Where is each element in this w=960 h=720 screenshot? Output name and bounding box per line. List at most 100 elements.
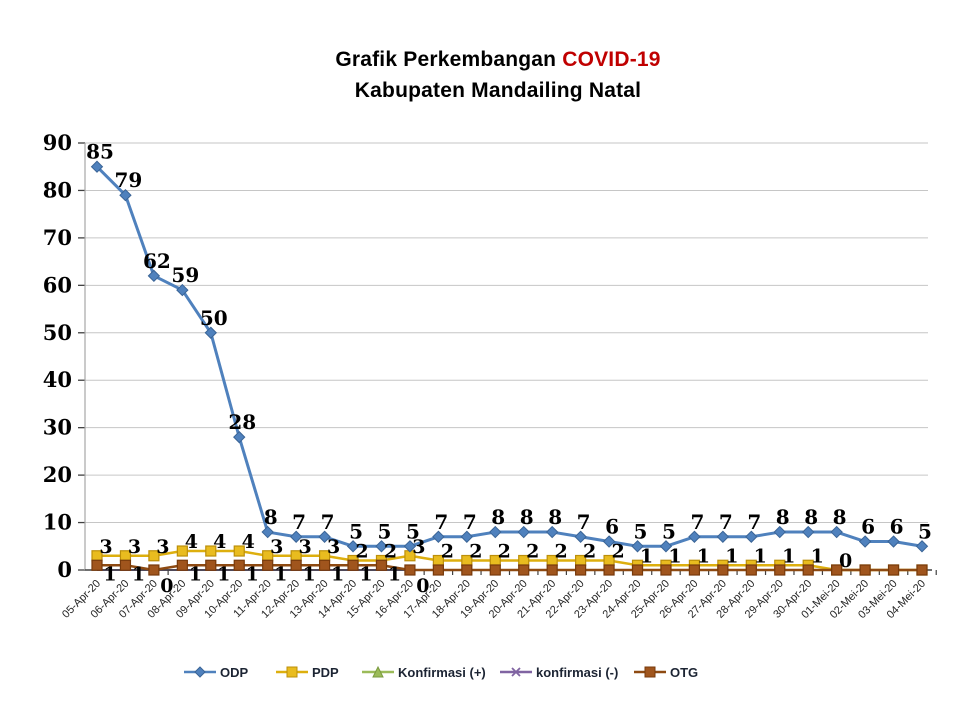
- legend-label: PDP: [312, 664, 339, 680]
- otg-marker: [489, 564, 501, 576]
- chart-title-line2: Kabupaten Mandailing Natal: [354, 79, 642, 102]
- odp-marker: [233, 430, 246, 444]
- data-label-otg: 1: [189, 563, 202, 585]
- data-label-pdp: 1: [811, 545, 824, 567]
- data-label-odp: 50: [200, 306, 228, 330]
- square-legend-marker-icon: [634, 666, 666, 678]
- otg-marker: [262, 559, 274, 571]
- otg-marker: [717, 564, 729, 576]
- data-label-otg: 1: [274, 563, 287, 585]
- otg-marker: [290, 559, 302, 571]
- otg-marker: [802, 564, 814, 576]
- otg-marker: [91, 559, 103, 571]
- data-label-pdp: 1: [640, 545, 653, 567]
- data-label-pdp: 3: [270, 536, 283, 558]
- y-axis-label: 30: [43, 415, 72, 440]
- data-label-odp: 7: [434, 510, 448, 534]
- data-label-odp: 5: [406, 519, 420, 543]
- legend-item-pdp: PDP: [275, 662, 339, 682]
- odp-marker: [517, 525, 530, 539]
- data-label-otg: 1: [103, 563, 116, 585]
- data-label-odp: 7: [292, 510, 306, 534]
- data-label-odp: 8: [548, 505, 562, 529]
- pdp-marker: [233, 545, 245, 557]
- data-label-pdp: 1: [754, 545, 767, 567]
- data-label-odp: 5: [634, 519, 648, 543]
- odp-marker: [545, 525, 559, 539]
- chart-title-line1: Grafik Perkembangan COVID-19: [18, 44, 960, 75]
- odp-marker: [460, 530, 474, 543]
- series-line-odp: [95, 165, 923, 548]
- data-label-pdp: 4: [213, 531, 226, 553]
- data-label-odp: 6: [890, 515, 904, 539]
- y-axis-label: 40: [43, 367, 72, 392]
- data-label-pdp: 3: [128, 536, 141, 558]
- otg-marker: [631, 564, 644, 576]
- otg-marker: [546, 564, 558, 576]
- data-label-odp: 7: [747, 510, 761, 534]
- data-label-odp: 5: [918, 519, 932, 543]
- data-label-pdp: 2: [526, 541, 539, 563]
- otg-marker: [318, 559, 331, 571]
- otg-marker: [575, 564, 587, 576]
- data-label-otg: 1: [303, 563, 316, 585]
- data-label-odp: 7: [690, 510, 704, 534]
- data-label-odp: 5: [378, 519, 392, 543]
- y-axis-label: 20: [43, 462, 72, 487]
- pdp-marker: [205, 545, 217, 557]
- data-label-odp: 6: [605, 515, 619, 539]
- legend-label: OTG: [670, 664, 699, 680]
- x-legend-marker-icon: [500, 667, 532, 677]
- y-axis-label: 60: [43, 272, 72, 297]
- otg-marker: [831, 564, 843, 576]
- odp-marker: [261, 525, 274, 539]
- legend-item-konfirmasi: Konfirmasi (+): [361, 662, 486, 682]
- data-label-odp: 59: [171, 263, 199, 287]
- data-label-otg: 1: [388, 563, 401, 585]
- legend-item-odp: ODP: [183, 662, 248, 682]
- odp-marker: [204, 326, 217, 339]
- data-label-odp: 7: [463, 510, 477, 534]
- data-label-odp: 62: [143, 249, 171, 273]
- chart-legend: ODP PDP Konfirmasi (+) konfirmasi (-) OTG: [0, 662, 960, 686]
- data-label-pdp: 3: [99, 536, 112, 558]
- otg-marker: [347, 559, 359, 571]
- data-label-pdp: 3: [299, 536, 312, 558]
- pdp-marker: [176, 545, 188, 557]
- data-label-otg: 1: [217, 563, 230, 585]
- otg-marker: [518, 564, 530, 576]
- data-label-otg: 0: [416, 575, 429, 597]
- data-label-pdp: 4: [185, 531, 198, 553]
- data-label-pdp: 2: [441, 541, 454, 563]
- legend-label: ODP: [220, 664, 249, 680]
- y-axis-label: 0: [57, 557, 72, 582]
- data-label-odp: 79: [115, 168, 143, 192]
- data-label-pdp: 3: [156, 536, 169, 558]
- odp-marker: [716, 530, 730, 543]
- odp-marker: [489, 525, 502, 539]
- y-axis-label: 70: [43, 225, 72, 250]
- odp-marker: [887, 535, 900, 548]
- legend-label: konfirmasi (-): [536, 664, 619, 680]
- data-label-odp: 5: [662, 519, 676, 543]
- data-label-odp: 8: [804, 505, 818, 529]
- data-label-pdp: 2: [555, 541, 568, 563]
- y-axis-label: 10: [43, 510, 72, 535]
- data-label-odp: 28: [228, 410, 256, 434]
- data-label-odp: 8: [520, 505, 534, 529]
- odp-marker: [773, 525, 786, 539]
- odp-marker: [745, 530, 758, 543]
- data-label-pdp: 4: [242, 531, 255, 553]
- data-label-pdp: 2: [384, 541, 397, 563]
- otg-marker: [887, 564, 900, 576]
- odp-marker: [375, 540, 388, 553]
- data-label-odp: 8: [833, 505, 847, 529]
- otg-marker: [774, 564, 786, 576]
- data-label-pdp: 1: [725, 545, 738, 567]
- data-label-pdp: 0: [839, 550, 852, 572]
- otg-marker: [859, 564, 871, 576]
- data-label-otg: 1: [246, 563, 259, 585]
- data-label-pdp: 1: [697, 545, 710, 567]
